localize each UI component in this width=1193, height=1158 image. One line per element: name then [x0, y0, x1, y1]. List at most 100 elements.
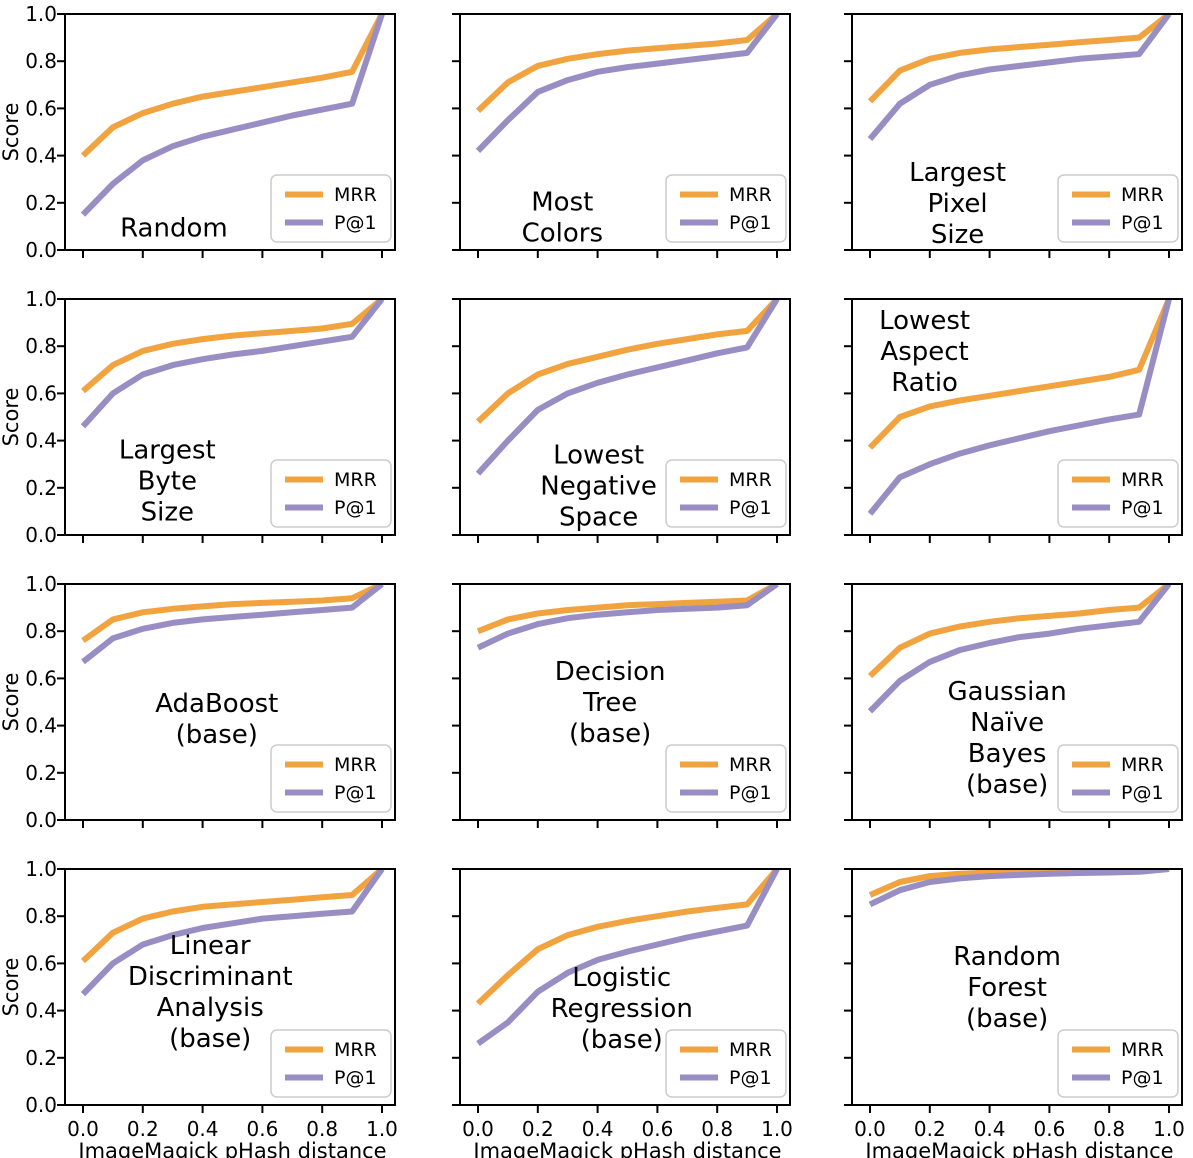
legend: MRR P@1: [665, 174, 787, 243]
subplot-decision-tree-base: Decision Tree (base) MRR P@1: [452, 583, 791, 828]
tick-marks: [57, 298, 383, 543]
svg-text:0.2: 0.2: [25, 1046, 57, 1070]
legend-label-mrr: MRR: [334, 1039, 377, 1061]
svg-text:0.6: 0.6: [25, 666, 57, 690]
subplot-linear-discriminant-analysis-base: 0.0 0.2 0.4 0.6 0.8 1.0 Score 0.0 0.2 0.4 0.6 0.8 1.…: [0, 857, 398, 1158]
axes-frame: [64, 298, 396, 536]
plot-area: [475, 299, 780, 476]
legend-label-mrr: MRR: [729, 469, 772, 491]
svg-text:0.6: 0.6: [641, 1117, 673, 1141]
subplot-title: Gaussian Naïve Bayes (base): [947, 677, 1066, 800]
axes-frame: [459, 868, 791, 1106]
legend: MRR P@1: [1057, 1029, 1179, 1098]
plot-area: [867, 584, 1172, 714]
svg-text:0.6: 0.6: [25, 96, 57, 120]
mrr-line: [867, 584, 1171, 679]
p-1-line: [80, 14, 385, 217]
p-1-line: [867, 14, 1172, 142]
svg-text:0.8: 0.8: [701, 1117, 733, 1141]
mrr-line: [476, 584, 779, 634]
svg-text:0.2: 0.2: [25, 476, 57, 500]
axes-frame: [851, 868, 1183, 1106]
legend-label-p-1: P@1: [1121, 212, 1164, 234]
svg-text:0.8: 0.8: [25, 904, 57, 928]
subplot-lowest-aspect-ratio: Lowest Aspect Ratio MRR P@1: [844, 298, 1183, 543]
y-tick-labels: 0.0 0.2 0.4 0.6 0.8 1.0: [25, 287, 57, 547]
x-tick-labels: 0.0 0.2 0.4 0.6 0.8 1.0: [462, 1117, 793, 1141]
axes-frame: [64, 13, 396, 251]
svg-text:0.0: 0.0: [25, 238, 57, 262]
tick-marks: [57, 868, 383, 1113]
p-1-line: [475, 299, 780, 476]
mrr-line: [81, 584, 384, 644]
svg-text:0.4: 0.4: [187, 1117, 219, 1141]
mrr-line: [80, 869, 384, 964]
p-1-line: [81, 584, 384, 665]
subplot-title: Lowest Negative Space: [540, 440, 657, 532]
x-axis-label: ImageMagick pHash distance: [78, 1139, 386, 1158]
svg-text:0.2: 0.2: [25, 191, 57, 215]
svg-text:0.0: 0.0: [462, 1117, 494, 1141]
axes-frame: [64, 868, 396, 1106]
plot-area: [476, 584, 779, 651]
svg-text:0.8: 0.8: [25, 334, 57, 358]
tick-marks: [844, 583, 1170, 828]
svg-text:1.0: 1.0: [25, 287, 57, 311]
tick-marks: [452, 868, 778, 1113]
axes-frame: [851, 298, 1183, 536]
mrr-line: [475, 299, 780, 424]
tick-marks: [844, 13, 1170, 258]
p-1-line: [476, 869, 780, 1047]
axes-frame: [851, 13, 1183, 251]
svg-text:0.2: 0.2: [127, 1117, 159, 1141]
x-tick-labels: 0.0 0.2 0.4 0.6 0.8 1.0: [67, 1117, 398, 1141]
x-tick-labels: 0.0 0.2 0.4 0.6 0.8 1.0: [854, 1117, 1185, 1141]
svg-text:0.2: 0.2: [522, 1117, 554, 1141]
legend-label-p-1: P@1: [729, 212, 772, 234]
y-axis-label: Score: [0, 388, 23, 447]
svg-text:0.4: 0.4: [25, 999, 57, 1023]
axes-frame: [851, 583, 1183, 821]
plot-area: [81, 584, 384, 665]
legend-label-p-1: P@1: [729, 782, 772, 804]
legend-label-mrr: MRR: [1121, 754, 1164, 776]
legend-label-p-1: P@1: [334, 497, 377, 519]
subplot-title: Largest Byte Size: [119, 436, 216, 528]
legend: MRR P@1: [665, 1029, 787, 1098]
mrr-line: [867, 299, 1172, 450]
plot-area: [80, 14, 385, 217]
svg-text:0.4: 0.4: [974, 1117, 1006, 1141]
p-1-line: [476, 584, 779, 651]
tick-marks: [57, 583, 383, 828]
legend: MRR P@1: [270, 459, 392, 528]
subplot-gaussian-na-ve-bayes-base: Gaussian Naïve Bayes (base) MRR P@1: [844, 583, 1183, 828]
legend-label-p-1: P@1: [729, 1067, 772, 1089]
x-axis-label: ImageMagick pHash distance: [473, 1139, 781, 1158]
legend-label-p-1: P@1: [1121, 782, 1164, 804]
legend-label-mrr: MRR: [729, 184, 772, 206]
mrr-line: [80, 14, 385, 158]
p-1-line: [475, 14, 780, 153]
y-tick-labels: 0.0 0.2 0.4 0.6 0.8 1.0: [25, 2, 57, 262]
legend: MRR P@1: [270, 744, 392, 813]
tick-marks: [452, 298, 778, 543]
subplot-largest-byte-size: 0.0 0.2 0.4 0.6 0.8 1.0 Score Largest Byte Size MR…: [0, 287, 396, 547]
subplot-title: AdaBoost (base): [155, 689, 278, 750]
legend-label-mrr: MRR: [729, 1039, 772, 1061]
tick-marks: [452, 583, 778, 828]
legend-label-mrr: MRR: [1121, 469, 1164, 491]
plot-area: [868, 869, 1170, 908]
p-1-line: [868, 869, 1170, 908]
svg-text:1.0: 1.0: [366, 1117, 398, 1141]
svg-text:0.4: 0.4: [25, 144, 57, 168]
legend-label-mrr: MRR: [729, 754, 772, 776]
subplot-title: Random Forest (base): [953, 942, 1061, 1034]
svg-text:1.0: 1.0: [25, 572, 57, 596]
plot-area: [867, 299, 1172, 516]
svg-text:0.6: 0.6: [1033, 1117, 1065, 1141]
tick-marks: [57, 13, 383, 258]
